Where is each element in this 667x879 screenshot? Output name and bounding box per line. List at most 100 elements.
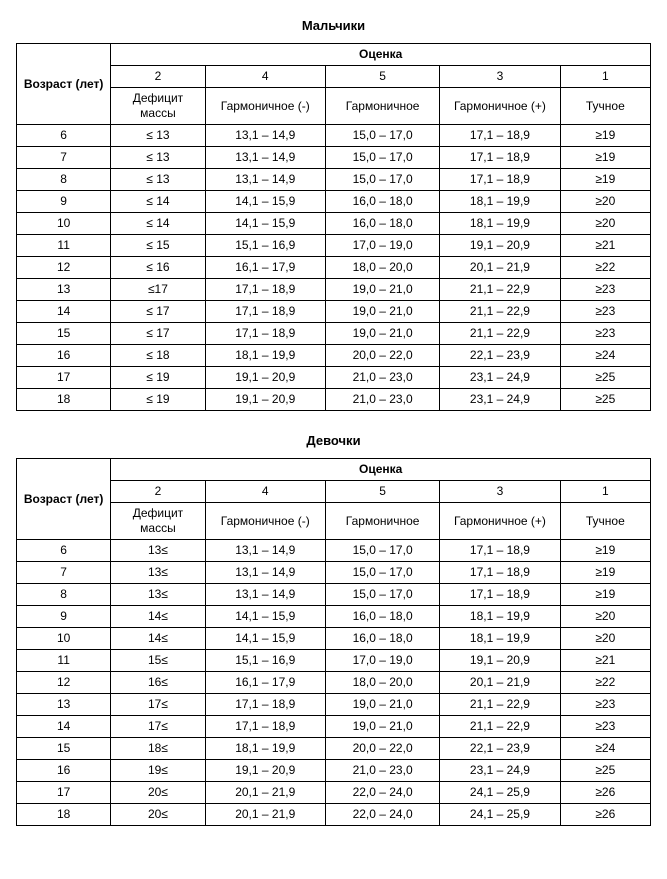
table-row: 1216≤16,1 – 17,918,0 – 20,020,1 – 21,9≥2… — [17, 672, 651, 694]
table-cell: 14,1 – 15,9 — [205, 213, 325, 235]
table-cell: 17 — [17, 782, 111, 804]
table-cell: ≤ 19 — [111, 367, 205, 389]
table-cell: 15,0 – 17,0 — [325, 125, 439, 147]
table-cell: 18,1 – 19,9 — [205, 345, 325, 367]
table-cell: ≤ 15 — [111, 235, 205, 257]
table-row: 1619≤19,1 – 20,921,0 – 23,023,1 – 24,9≥2… — [17, 760, 651, 782]
header-score: 4 — [205, 481, 325, 503]
table-row: 8≤ 1313,1 – 14,915,0 – 17,017,1 – 18,9≥1… — [17, 169, 651, 191]
header-category: Гармоничное — [325, 503, 439, 540]
table-cell: 19≤ — [111, 760, 205, 782]
table-row: 613≤13,1 – 14,915,0 – 17,017,1 – 18,9≥19 — [17, 540, 651, 562]
table-cell: 14,1 – 15,9 — [205, 606, 325, 628]
header-eval: Оценка — [111, 459, 651, 481]
table-cell: ≥22 — [560, 257, 650, 279]
table-cell: ≥19 — [560, 562, 650, 584]
header-category: Дефицит массы — [111, 503, 205, 540]
table-cell: 6 — [17, 540, 111, 562]
table-cell: 17 — [17, 367, 111, 389]
table-cell: 17,1 – 18,9 — [440, 125, 560, 147]
table-row: 7≤ 1313,1 – 14,915,0 – 17,017,1 – 18,9≥1… — [17, 147, 651, 169]
header-score: 1 — [560, 66, 650, 88]
table-cell: ≤ 13 — [111, 125, 205, 147]
table-cell: 13,1 – 14,9 — [205, 584, 325, 606]
header-score: 1 — [560, 481, 650, 503]
table-cell: 21,0 – 23,0 — [325, 760, 439, 782]
table-row: 1115≤15,1 – 16,917,0 – 19,019,1 – 20,9≥2… — [17, 650, 651, 672]
header-score: 4 — [205, 66, 325, 88]
table-cell: 16 — [17, 760, 111, 782]
table-cell: 17,1 – 18,9 — [205, 279, 325, 301]
header-category-row: Дефицит массы Гармоничное (-) Гармонично… — [17, 503, 651, 540]
table-cell: 9 — [17, 191, 111, 213]
table-cell: ≥23 — [560, 716, 650, 738]
table-cell: 15,0 – 17,0 — [325, 147, 439, 169]
table-cell: 7 — [17, 562, 111, 584]
table-cell: 23,1 – 24,9 — [440, 367, 560, 389]
table-cell: 17,0 – 19,0 — [325, 650, 439, 672]
table-cell: ≥25 — [560, 760, 650, 782]
table-cell: ≥19 — [560, 147, 650, 169]
header-score: 2 — [111, 66, 205, 88]
table-cell: 18,1 – 19,9 — [440, 191, 560, 213]
table-row: 1820≤20,1 – 21,922,0 – 24,024,1 – 25,9≥2… — [17, 804, 651, 826]
header-age: Возраст (лет) — [17, 459, 111, 540]
table-cell: 16,0 – 18,0 — [325, 213, 439, 235]
table-row: 1417≤17,1 – 18,919,0 – 21,021,1 – 22,9≥2… — [17, 716, 651, 738]
table-cell: 12 — [17, 257, 111, 279]
table-cell: ≥19 — [560, 540, 650, 562]
table-cell: 20,1 – 21,9 — [205, 782, 325, 804]
table-cell: 20,0 – 22,0 — [325, 738, 439, 760]
table-row: 6≤ 1313,1 – 14,915,0 – 17,017,1 – 18,9≥1… — [17, 125, 651, 147]
table-cell: 17,1 – 18,9 — [205, 323, 325, 345]
table-cell: 17,1 – 18,9 — [205, 694, 325, 716]
table-cell: 13≤ — [111, 562, 205, 584]
table-cell: 17≤ — [111, 716, 205, 738]
table-cell: ≤ 18 — [111, 345, 205, 367]
table-cell: ≥20 — [560, 606, 650, 628]
table-cell: 22,1 – 23,9 — [440, 345, 560, 367]
table-row: 17≤ 1919,1 – 20,921,0 – 23,023,1 – 24,9≥… — [17, 367, 651, 389]
table-cell: 15,1 – 16,9 — [205, 650, 325, 672]
table-cell: 20,1 – 21,9 — [440, 257, 560, 279]
table-cell: 12 — [17, 672, 111, 694]
table-cell: ≤ 14 — [111, 213, 205, 235]
table-cell: 21,1 – 22,9 — [440, 716, 560, 738]
table-cell: 21,0 – 23,0 — [325, 367, 439, 389]
table-cell: 20≤ — [111, 782, 205, 804]
table-cell: ≥23 — [560, 323, 650, 345]
table-cell: 13,1 – 14,9 — [205, 540, 325, 562]
table-cell: ≤ 16 — [111, 257, 205, 279]
table-cell: 13≤ — [111, 584, 205, 606]
header-score-row: 2 4 5 3 1 — [17, 481, 651, 503]
table-cell: ≤ 14 — [111, 191, 205, 213]
table-cell: ≥21 — [560, 235, 650, 257]
table-cell: 18,1 – 19,9 — [440, 213, 560, 235]
table-cell: 16,0 – 18,0 — [325, 606, 439, 628]
table-cell: ≥25 — [560, 389, 650, 411]
table-row: 16≤ 1818,1 – 19,920,0 – 22,022,1 – 23,9≥… — [17, 345, 651, 367]
table-row: 12≤ 1616,1 – 17,918,0 – 20,020,1 – 21,9≥… — [17, 257, 651, 279]
table-cell: 14 — [17, 301, 111, 323]
table-cell: ≥24 — [560, 738, 650, 760]
table-cell: ≥19 — [560, 125, 650, 147]
table-cell: 15 — [17, 738, 111, 760]
table-cell: 14,1 – 15,9 — [205, 191, 325, 213]
table-cell: 15,0 – 17,0 — [325, 540, 439, 562]
table-cell: ≥23 — [560, 279, 650, 301]
table-boys: Возраст (лет) Оценка 2 4 5 3 1 Дефицит м… — [16, 43, 651, 411]
table-cell: 21,1 – 22,9 — [440, 323, 560, 345]
table-cell: ≥23 — [560, 301, 650, 323]
table-body-boys: 6≤ 1313,1 – 14,915,0 – 17,017,1 – 18,9≥1… — [17, 125, 651, 411]
table-cell: 18,0 – 20,0 — [325, 672, 439, 694]
table-cell: 16,1 – 17,9 — [205, 257, 325, 279]
table-cell: 18≤ — [111, 738, 205, 760]
table-cell: 19,0 – 21,0 — [325, 301, 439, 323]
table-row: 10≤ 1414,1 – 15,916,0 – 18,018,1 – 19,9≥… — [17, 213, 651, 235]
table-cell: 17,1 – 18,9 — [440, 169, 560, 191]
table-cell: 18,0 – 20,0 — [325, 257, 439, 279]
table-cell: ≥19 — [560, 169, 650, 191]
table-cell: 24,1 – 25,9 — [440, 804, 560, 826]
table-row: 15≤ 1717,1 – 18,919,0 – 21,021,1 – 22,9≥… — [17, 323, 651, 345]
header-eval: Оценка — [111, 44, 651, 66]
